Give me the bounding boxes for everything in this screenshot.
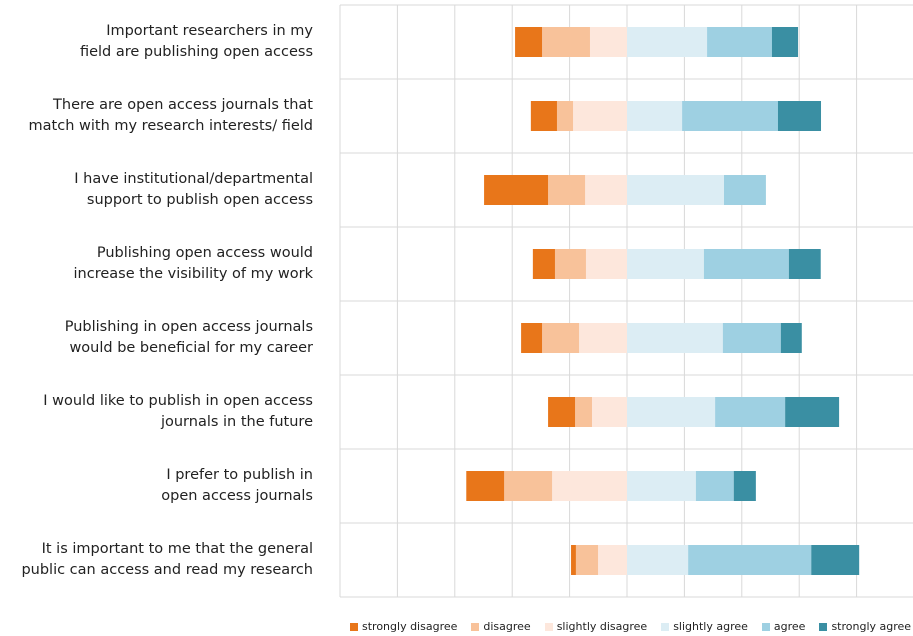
bar-segment [627, 175, 725, 205]
legend-item: strongly disagree [350, 620, 457, 633]
legend-item: strongly agree [819, 620, 911, 633]
category-label: Publishing open access would increase th… [73, 245, 313, 282]
bar-segment [627, 545, 689, 575]
legend-swatch [544, 622, 553, 631]
bar-segment [585, 175, 627, 205]
bar-segment [571, 545, 576, 575]
bar-segment [707, 27, 772, 57]
bar-segment [780, 323, 802, 353]
bar-segment [530, 101, 557, 131]
legend-label: disagree [483, 620, 531, 633]
category-label: It is important to me that the general p… [21, 541, 313, 578]
bar-segment [579, 323, 627, 353]
category-label: Publishing in open access journals would… [64, 319, 313, 356]
legend-item: disagree [471, 620, 531, 633]
legend-swatch [819, 622, 828, 631]
bar-segment [811, 545, 860, 575]
bar-segment [785, 397, 840, 427]
bar-segment [598, 545, 627, 575]
bar-segment [627, 397, 716, 427]
legend-item: slightly disagree [544, 620, 648, 633]
bar-segment [591, 397, 627, 427]
category-label: There are open access journals that matc… [28, 97, 313, 134]
bar-segment [542, 323, 580, 353]
legend-swatch [661, 622, 670, 631]
bar-segment [556, 101, 574, 131]
bar-segment [715, 397, 786, 427]
legend-label: slightly agree [673, 620, 748, 633]
bar-segment [484, 175, 549, 205]
bar-segment [575, 545, 599, 575]
bar-segment [627, 471, 696, 501]
legend-label: agree [773, 620, 806, 633]
bar-segment [777, 101, 822, 131]
bar-segment [554, 249, 586, 279]
bar-segment [504, 471, 553, 501]
category-label: I have institutional/departmental suppor… [74, 171, 313, 208]
bar-segment [532, 249, 555, 279]
bar-segment [688, 545, 812, 575]
bar-segment [552, 471, 627, 501]
bar-segment [724, 175, 766, 205]
legend-swatch [350, 622, 358, 631]
bar-segment [627, 323, 723, 353]
bar-segment [585, 249, 627, 279]
legend-label: strongly agree [831, 620, 912, 633]
legend-label: slightly disagree [556, 620, 648, 633]
bar-segment [722, 323, 781, 353]
bar-segment [542, 27, 590, 57]
legend-item: agree [761, 620, 806, 633]
bar-segment [515, 27, 543, 57]
bar-segment [627, 27, 708, 57]
bar-segment [521, 323, 543, 353]
bar-segment [695, 471, 734, 501]
bar-segment [589, 27, 627, 57]
category-label: I prefer to publish in open access journ… [161, 467, 313, 504]
bar-segment [548, 175, 586, 205]
bar-segment [627, 249, 704, 279]
legend-swatch [471, 622, 480, 631]
bar-segment [771, 27, 799, 57]
bar-segment [703, 249, 789, 279]
legend: strongly disagree disagree slightly disagr… [350, 620, 911, 633]
bar-segment [466, 471, 505, 501]
category-label: Important researchers in my field are pu… [79, 23, 313, 60]
legend-swatch [761, 622, 770, 631]
category-label: I would like to publish in open access j… [43, 393, 313, 430]
bar-segment [733, 471, 756, 501]
bar-segment [548, 397, 576, 427]
bar-segment [627, 101, 683, 131]
bar-segment [575, 397, 592, 427]
bar-segment [573, 101, 627, 131]
bar-segment [788, 249, 821, 279]
bar-segment [682, 101, 778, 131]
legend-label: strongly disagree [362, 620, 458, 633]
legend-item: slightly agree [661, 620, 748, 633]
